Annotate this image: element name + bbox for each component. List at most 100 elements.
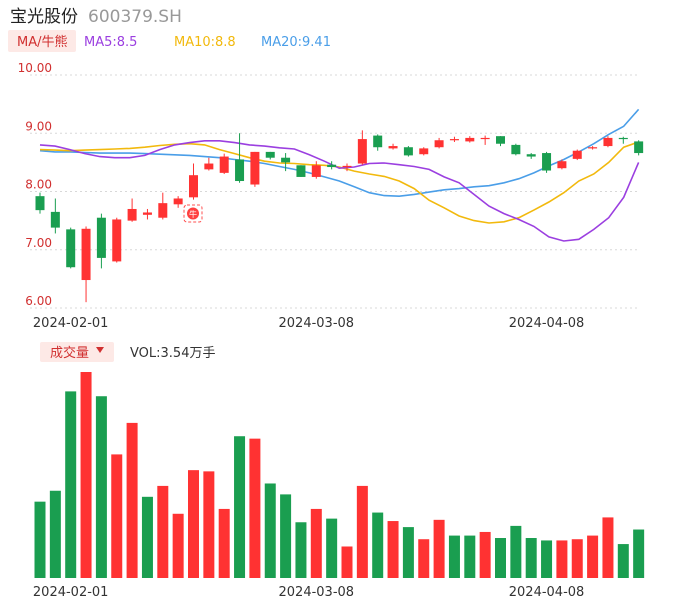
volume-bar <box>525 538 537 578</box>
stock-code: 600379.SH <box>88 7 182 27</box>
bull-marker-icon[interactable]: 牛 <box>183 204 203 223</box>
y-tick-label: 7.00 <box>25 236 52 250</box>
candle <box>465 136 475 143</box>
volume-bar <box>602 517 614 578</box>
volume-bar <box>464 535 476 578</box>
volume-bar <box>418 539 430 578</box>
candle <box>480 135 490 145</box>
candle <box>603 136 613 148</box>
volume-bar <box>372 512 384 578</box>
ma10-legend: MA10:8.8 <box>174 35 236 50</box>
volume-bar <box>310 508 322 578</box>
volume-bar <box>280 494 292 578</box>
volume-bar <box>234 436 246 578</box>
candle <box>327 161 337 170</box>
candle <box>35 192 45 214</box>
ma20-line <box>39 108 640 198</box>
candle <box>281 153 291 172</box>
candlesticks <box>35 130 644 303</box>
volume-bar <box>541 540 553 578</box>
volume-bar <box>34 501 46 578</box>
candle <box>434 137 444 149</box>
volume-bar <box>402 527 414 578</box>
volume-bar <box>126 422 138 578</box>
ma5-legend: MA5:8.5 <box>84 35 137 50</box>
volume-bar <box>326 518 338 578</box>
candle <box>588 146 598 150</box>
dropdown-triangle-icon[interactable] <box>96 347 104 353</box>
candle <box>50 198 60 234</box>
volume-bar <box>80 372 92 578</box>
candle <box>250 151 260 187</box>
volume-value: VOL:3.54万手 <box>130 346 215 361</box>
volume-x-axis: 2024-02-01 2024-03-08 2024-04-08 <box>33 585 584 600</box>
candle <box>189 163 198 200</box>
candle <box>496 136 505 147</box>
candle <box>511 143 521 156</box>
candle <box>265 151 275 160</box>
volume-bar <box>617 544 629 578</box>
volume-bar <box>157 485 169 578</box>
volume-bar <box>479 531 491 578</box>
volume-bar <box>433 519 445 578</box>
candle <box>357 130 367 165</box>
volume-bar <box>448 535 460 578</box>
volume-bars <box>34 372 645 578</box>
candle <box>449 136 459 142</box>
candle <box>235 133 245 183</box>
ma10-line <box>39 141 639 224</box>
candle <box>158 192 168 220</box>
ma-legend-badge[interactable] <box>8 30 76 52</box>
ma-lines <box>39 108 640 242</box>
ma5-line <box>39 140 640 242</box>
candle <box>557 159 567 170</box>
volume-bar <box>295 522 307 578</box>
volume-bar <box>587 535 599 578</box>
y-tick-label: 8.00 <box>25 178 52 192</box>
x-tick-label: 2024-04-08 <box>509 316 585 331</box>
x-tick-label: 2024-04-08 <box>509 585 585 600</box>
candle <box>127 198 137 222</box>
volume-bar <box>633 529 645 578</box>
volume-label[interactable]: 成交量 <box>50 345 89 361</box>
volume-bar <box>571 539 583 578</box>
volume-bar <box>203 471 215 578</box>
volume-bar <box>264 483 276 578</box>
candle <box>572 149 582 161</box>
candle <box>634 140 644 156</box>
candle <box>66 227 76 269</box>
ma-label[interactable]: MA/牛熊 <box>17 34 68 50</box>
y-tick-label: 9.00 <box>25 119 52 133</box>
volume-bar <box>95 396 107 578</box>
x-tick-label: 2024-03-08 <box>279 316 355 331</box>
volume-bar <box>111 454 123 578</box>
candle <box>204 157 214 171</box>
volume-bar <box>49 490 61 578</box>
candle <box>526 153 536 159</box>
candle <box>296 165 306 177</box>
ma20-legend: MA20:9.41 <box>261 35 331 50</box>
svg-text:牛: 牛 <box>189 209 197 219</box>
volume-bar <box>141 496 153 578</box>
price-y-axis: 6.00 7.00 8.00 9.00 10.00 <box>18 61 52 308</box>
volume-bar <box>172 513 184 578</box>
volume-bar <box>556 540 568 578</box>
candle <box>373 134 383 151</box>
price-x-axis: 2024-02-01 2024-03-08 2024-04-08 <box>33 316 584 331</box>
candle <box>112 217 122 263</box>
volume-bar <box>249 438 261 578</box>
volume-bar <box>495 538 506 578</box>
volume-bar <box>65 391 77 578</box>
volume-bar <box>188 470 199 578</box>
volume-bar <box>341 546 353 578</box>
candle <box>403 146 413 157</box>
candle <box>142 208 152 220</box>
volume-bar <box>387 521 399 578</box>
x-tick-label: 2024-03-08 <box>279 585 355 600</box>
candle <box>388 143 398 150</box>
candle <box>342 163 352 172</box>
y-tick-label: 6.00 <box>25 294 52 308</box>
volume-legend-badge[interactable] <box>40 342 114 362</box>
x-tick-label: 2024-02-01 <box>33 316 109 331</box>
